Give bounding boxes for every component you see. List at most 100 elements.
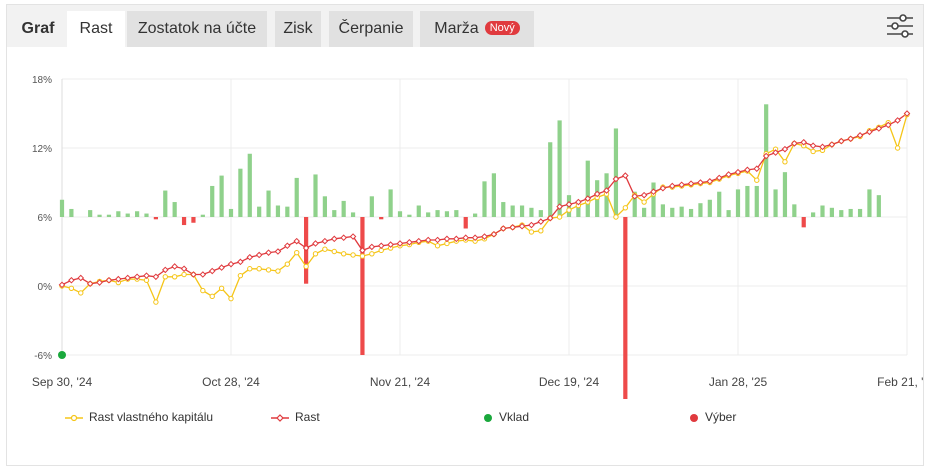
tab-rast[interactable]: Rast — [67, 11, 125, 47]
growth-point — [744, 166, 751, 174]
bar-positive — [735, 189, 741, 217]
bar-positive — [332, 210, 337, 217]
equity-point — [78, 290, 84, 296]
bar-negative — [801, 217, 806, 228]
bar-positive — [322, 196, 327, 217]
growth-point — [227, 260, 235, 268]
bar-positive — [172, 202, 177, 217]
growth-point — [866, 128, 873, 136]
bar-positive — [454, 210, 459, 217]
bar-positive — [651, 182, 656, 217]
growth-point — [321, 237, 329, 245]
equity-point — [209, 293, 215, 300]
bar-positive — [294, 177, 299, 217]
bar-positive — [839, 210, 844, 217]
growth-point — [443, 235, 451, 243]
bar-positive — [632, 191, 637, 217]
growth-point — [884, 121, 892, 129]
bar-positive — [125, 213, 130, 217]
growth-point — [86, 280, 94, 288]
equity-point — [556, 214, 563, 220]
equity-point — [782, 159, 788, 165]
bar-negative — [360, 217, 365, 355]
growth-point — [762, 152, 770, 160]
legend-equity[interactable]: Rast vlastného kapitálu — [65, 409, 213, 425]
growth-point — [284, 242, 291, 250]
growth-point — [77, 274, 85, 282]
tab-zostatok[interactable]: Zostatok na účte — [127, 11, 267, 47]
tab-zisk[interactable]: Zisk — [275, 11, 321, 47]
growth-point — [509, 224, 516, 231]
bar-positive — [116, 211, 121, 217]
x-tick-label: Feb 21, '25 — [877, 375, 923, 389]
x-tick-label: Jan 28, '25 — [709, 375, 768, 389]
bar-positive — [548, 142, 553, 217]
bar-positive — [670, 207, 675, 217]
bar-positive — [613, 128, 619, 217]
bar-positive — [698, 203, 703, 217]
growth-point — [753, 165, 761, 173]
legend-withdrawal[interactable]: Výber — [689, 409, 736, 425]
y-tick-label: 0% — [38, 282, 53, 293]
equity-point — [265, 267, 272, 273]
growth-point — [208, 267, 216, 275]
bar-positive — [473, 213, 478, 217]
growth-point — [603, 187, 610, 194]
tab-graf[interactable]: Graf — [21, 20, 55, 37]
bar-positive — [660, 204, 665, 217]
tab-marza[interactable]: Marža Nový — [420, 11, 534, 47]
equity-point — [218, 285, 225, 292]
sliders-icon[interactable] — [885, 13, 915, 39]
new-badge: Nový — [484, 21, 520, 35]
bar-positive — [444, 211, 450, 217]
growth-point — [293, 237, 301, 245]
equity-point — [294, 249, 300, 256]
growth-point — [115, 275, 122, 283]
legend-deposit[interactable]: Vklad — [483, 409, 529, 425]
growth-point — [622, 172, 629, 179]
bar-positive — [88, 210, 93, 217]
growth-point — [58, 281, 66, 289]
growth-point — [631, 192, 639, 200]
equity-point — [538, 228, 544, 234]
bar-positive — [557, 120, 562, 217]
growth-point — [875, 125, 883, 132]
bar-positive — [435, 210, 440, 217]
bar-positive — [857, 208, 863, 217]
x-tick-label: Dec 19, '24 — [539, 375, 600, 389]
equity-point — [622, 205, 629, 211]
growth-point — [180, 265, 188, 273]
x-tick-label: Oct 28, '24 — [202, 375, 260, 389]
growth-point — [556, 203, 563, 210]
growth-point — [133, 273, 141, 281]
bar-positive — [773, 189, 778, 217]
equity-point — [247, 266, 253, 272]
bar-positive — [257, 206, 262, 217]
bar-positive — [501, 202, 506, 217]
bar-positive — [585, 160, 590, 217]
y-tick-label: 18% — [32, 75, 52, 86]
bar-positive — [106, 214, 112, 217]
growth-point — [406, 238, 413, 246]
equity-point — [237, 272, 244, 279]
bar-positive — [529, 207, 534, 217]
growth-point — [68, 276, 75, 284]
y-tick-label: 6% — [38, 213, 53, 224]
bar-positive — [388, 189, 393, 217]
growth-point — [490, 230, 498, 238]
growth-point — [255, 251, 263, 259]
legend-growth-swatch — [271, 413, 289, 422]
growth-point — [349, 233, 357, 240]
growth-point — [706, 178, 714, 185]
bar-positive — [285, 206, 290, 217]
legend-growth[interactable]: Rast — [271, 409, 320, 425]
tab-bar: Graf Rast Zostatok na účte Zisk Čerpanie… — [7, 5, 923, 47]
bar-positive — [482, 181, 487, 217]
tab-cerpanie[interactable]: Čerpanie — [329, 11, 413, 47]
equity-point — [528, 229, 535, 235]
bar-positive — [210, 185, 215, 217]
bar-positive — [69, 208, 74, 217]
bar-positive — [829, 207, 834, 217]
growth-point — [772, 149, 779, 156]
growth-point — [537, 218, 545, 225]
